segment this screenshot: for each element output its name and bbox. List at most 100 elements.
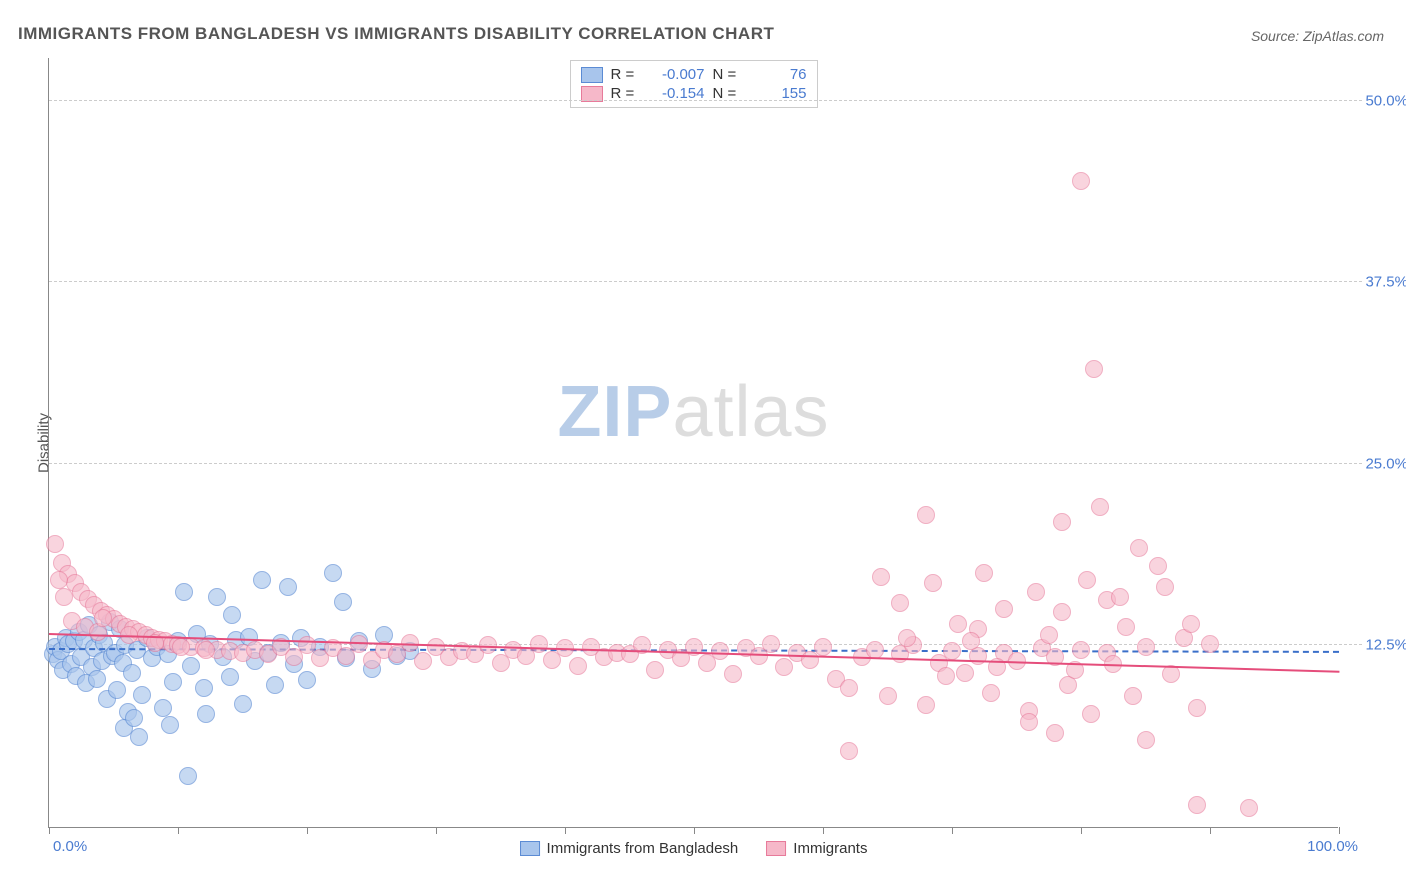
scatter-point-immigrants <box>1137 731 1155 749</box>
scatter-point-immigrants <box>1162 665 1180 683</box>
watermark-zip: ZIP <box>557 372 672 452</box>
x-tick <box>952 827 953 834</box>
scatter-point-immigrants <box>1046 724 1064 742</box>
scatter-point-immigrants <box>898 629 916 647</box>
scatter-point-bangladesh <box>179 767 197 785</box>
y-tick-label: 50.0% <box>1365 92 1406 109</box>
legend-r-value: -0.007 <box>649 66 705 83</box>
x-tick <box>307 827 308 834</box>
scatter-point-immigrants <box>646 661 664 679</box>
scatter-point-immigrants <box>1020 713 1038 731</box>
scatter-point-immigrants <box>1188 699 1206 717</box>
legend-row: R =-0.007N =76 <box>581 65 807 84</box>
x-tick <box>1081 827 1082 834</box>
scatter-point-bangladesh <box>175 583 193 601</box>
legend-swatch <box>520 841 540 856</box>
scatter-point-bangladesh <box>195 679 213 697</box>
y-tick-label: 12.5% <box>1365 637 1406 654</box>
scatter-point-immigrants <box>891 594 909 612</box>
legend-item: Immigrants <box>766 840 867 857</box>
scatter-point-immigrants <box>949 615 967 633</box>
x-tick <box>694 827 695 834</box>
scatter-point-immigrants <box>924 574 942 592</box>
scatter-point-immigrants <box>917 506 935 524</box>
scatter-point-bangladesh <box>324 564 342 582</box>
series-legend: Immigrants from Bangladesh Immigrants <box>520 840 868 857</box>
scatter-point-immigrants <box>1053 603 1071 621</box>
scatter-point-immigrants <box>1188 796 1206 814</box>
x-tick <box>49 827 50 834</box>
scatter-point-immigrants <box>840 679 858 697</box>
scatter-point-immigrants <box>197 641 215 659</box>
scatter-point-bangladesh <box>125 709 143 727</box>
scatter-point-immigrants <box>1027 583 1045 601</box>
scatter-point-immigrants <box>775 658 793 676</box>
source-attribution: Source: ZipAtlas.com <box>1251 28 1384 44</box>
scatter-point-immigrants <box>1124 687 1142 705</box>
scatter-point-immigrants <box>840 742 858 760</box>
scatter-point-bangladesh <box>161 716 179 734</box>
scatter-point-bangladesh <box>88 670 106 688</box>
legend-swatch <box>581 67 603 83</box>
gridline <box>49 281 1362 282</box>
gridline <box>49 463 1362 464</box>
scatter-point-immigrants <box>1078 571 1096 589</box>
scatter-point-immigrants <box>943 642 961 660</box>
scatter-point-immigrants <box>962 632 980 650</box>
x-axis-min-label: 0.0% <box>53 838 87 855</box>
chart-title: IMMIGRANTS FROM BANGLADESH VS IMMIGRANTS… <box>18 24 774 44</box>
scatter-point-immigrants <box>1072 172 1090 190</box>
x-tick <box>823 827 824 834</box>
watermark-atlas: atlas <box>672 372 829 452</box>
scatter-point-bangladesh <box>279 578 297 596</box>
x-axis-max-label: 100.0% <box>1307 838 1358 855</box>
watermark: ZIPatlas <box>557 371 829 453</box>
scatter-point-bangladesh <box>164 673 182 691</box>
x-tick <box>436 827 437 834</box>
legend-label: Immigrants from Bangladesh <box>547 840 739 857</box>
scatter-point-immigrants <box>1149 557 1167 575</box>
scatter-point-immigrants <box>995 600 1013 618</box>
scatter-point-immigrants <box>1053 513 1071 531</box>
scatter-point-bangladesh <box>221 668 239 686</box>
scatter-point-immigrants <box>1156 578 1174 596</box>
scatter-point-immigrants <box>1240 799 1258 817</box>
legend-item: Immigrants from Bangladesh <box>520 840 739 857</box>
scatter-point-immigrants <box>1111 588 1129 606</box>
scatter-point-bangladesh <box>266 676 284 694</box>
scatter-point-bangladesh <box>108 681 126 699</box>
scatter-point-bangladesh <box>130 728 148 746</box>
scatter-point-immigrants <box>1182 615 1200 633</box>
gridline <box>49 100 1362 101</box>
legend-r-label: R = <box>611 66 641 83</box>
scatter-point-immigrants <box>172 638 190 656</box>
scatter-point-immigrants <box>530 635 548 653</box>
chart-area: Disability ZIPatlas R =-0.007N =76R =-0.… <box>48 58 1362 828</box>
scatter-point-bangladesh <box>182 657 200 675</box>
scatter-point-immigrants <box>50 571 68 589</box>
scatter-point-immigrants <box>1091 498 1109 516</box>
y-tick-label: 25.0% <box>1365 455 1406 472</box>
x-tick <box>1210 827 1211 834</box>
scatter-point-immigrants <box>762 635 780 653</box>
scatter-point-immigrants <box>975 564 993 582</box>
scatter-point-immigrants <box>724 665 742 683</box>
scatter-point-immigrants <box>46 535 64 553</box>
scatter-point-immigrants <box>1082 705 1100 723</box>
y-tick-label: 37.5% <box>1365 274 1406 291</box>
scatter-point-immigrants <box>414 652 432 670</box>
scatter-point-immigrants <box>94 609 112 627</box>
scatter-point-immigrants <box>1085 360 1103 378</box>
scatter-point-bangladesh <box>133 686 151 704</box>
scatter-point-immigrants <box>711 642 729 660</box>
x-tick <box>1339 827 1340 834</box>
scatter-point-immigrants <box>814 638 832 656</box>
scatter-point-immigrants <box>879 687 897 705</box>
scatter-point-bangladesh <box>154 699 172 717</box>
legend-n-label: N = <box>713 66 743 83</box>
x-tick <box>178 827 179 834</box>
scatter-point-bangladesh <box>223 606 241 624</box>
scatter-point-immigrants <box>1040 626 1058 644</box>
scatter-point-immigrants <box>1137 638 1155 656</box>
scatter-point-immigrants <box>1201 635 1219 653</box>
